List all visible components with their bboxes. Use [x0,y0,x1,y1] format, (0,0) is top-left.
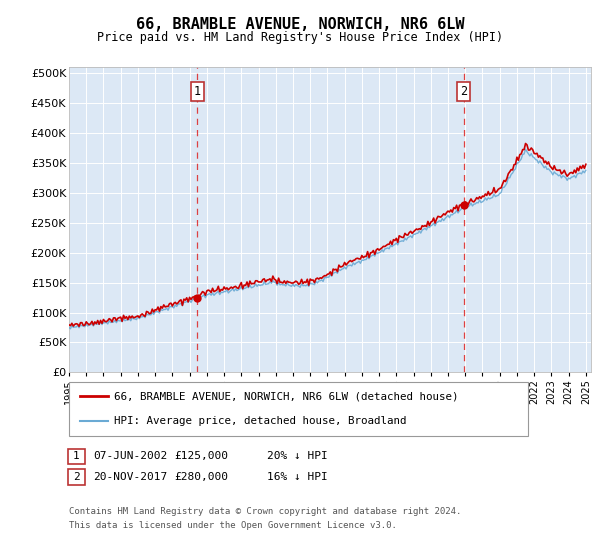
Text: This data is licensed under the Open Government Licence v3.0.: This data is licensed under the Open Gov… [69,521,397,530]
Text: 20% ↓ HPI: 20% ↓ HPI [267,451,328,461]
Text: 20-NOV-2017: 20-NOV-2017 [93,472,167,482]
Text: 2: 2 [460,85,467,97]
Text: Contains HM Land Registry data © Crown copyright and database right 2024.: Contains HM Land Registry data © Crown c… [69,507,461,516]
Text: 1: 1 [194,85,201,97]
Text: HPI: Average price, detached house, Broadland: HPI: Average price, detached house, Broa… [114,416,407,426]
Text: 1: 1 [73,451,80,461]
Text: £280,000: £280,000 [174,472,228,482]
Text: 16% ↓ HPI: 16% ↓ HPI [267,472,328,482]
Text: 66, BRAMBLE AVENUE, NORWICH, NR6 6LW (detached house): 66, BRAMBLE AVENUE, NORWICH, NR6 6LW (de… [114,391,458,402]
Text: 07-JUN-2002: 07-JUN-2002 [93,451,167,461]
Text: £125,000: £125,000 [174,451,228,461]
Text: Price paid vs. HM Land Registry's House Price Index (HPI): Price paid vs. HM Land Registry's House … [97,31,503,44]
Text: 2: 2 [73,472,80,482]
Text: 66, BRAMBLE AVENUE, NORWICH, NR6 6LW: 66, BRAMBLE AVENUE, NORWICH, NR6 6LW [136,17,464,32]
